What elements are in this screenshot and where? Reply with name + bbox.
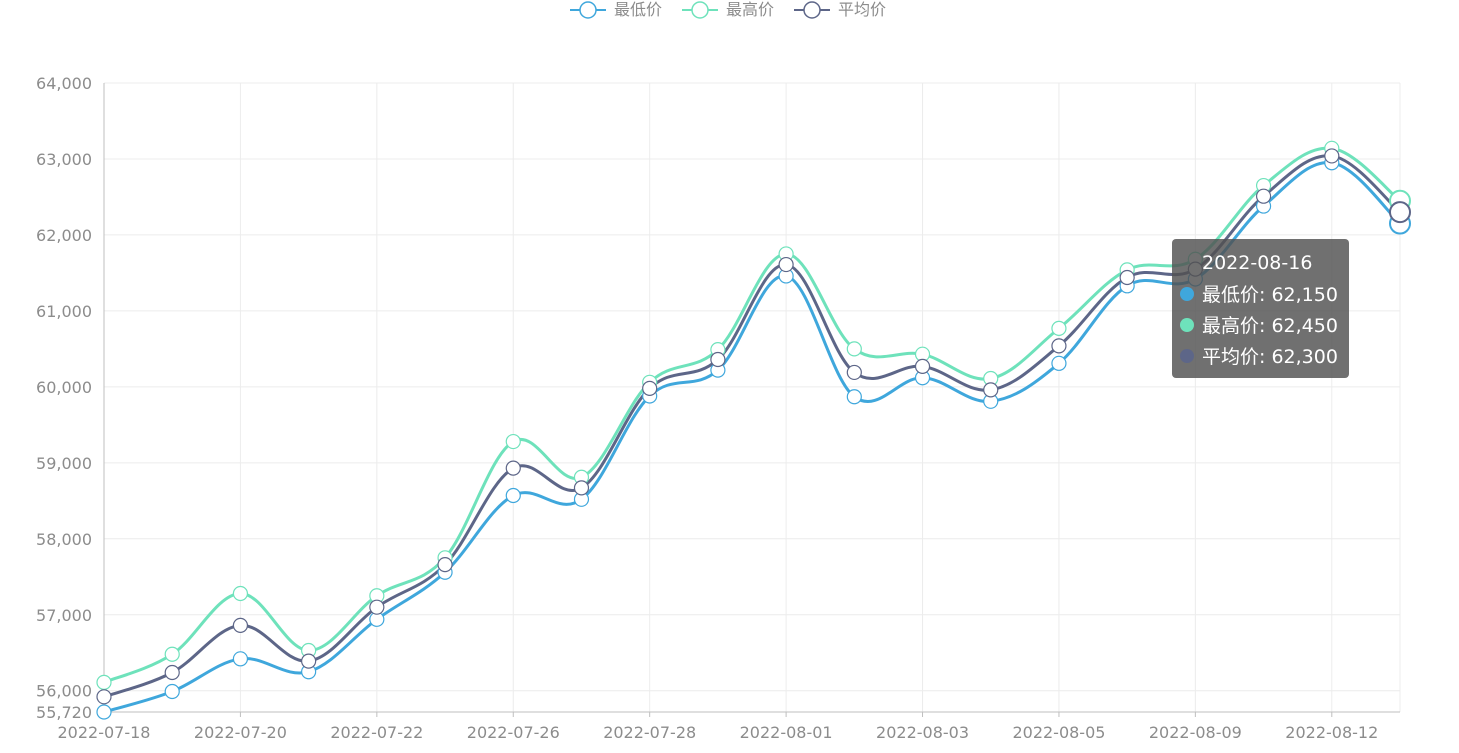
legend-item-1[interactable]: 最高价 (682, 0, 774, 19)
data-point[interactable] (369, 599, 385, 615)
y-tick-label: 60,000 (36, 378, 92, 397)
data-point[interactable] (710, 351, 726, 368)
data-point[interactable] (96, 704, 112, 720)
x-tick-label: 2022-07-20 (194, 723, 287, 742)
data-point[interactable] (232, 617, 249, 633)
tooltip-row: 平均价: 62,300 (1202, 346, 1338, 368)
data-point[interactable] (301, 653, 317, 669)
data-point[interactable] (1119, 269, 1135, 286)
data-point[interactable] (846, 364, 862, 381)
tooltip: 2022-08-16 最低价: 62,150 最高价: 62,450 平均价: 62,… (1172, 239, 1349, 378)
data-point[interactable] (164, 646, 180, 662)
data-point[interactable] (505, 460, 521, 476)
y-tick-label: 62,000 (36, 226, 92, 245)
y-tick-label: 59,000 (36, 454, 92, 473)
legend-label: 平均价 (838, 0, 886, 19)
legend-marker (579, 1, 597, 19)
x-tick-label: 2022-08-09 (1149, 723, 1242, 742)
x-tick-label: 2022-08-05 (1012, 723, 1105, 742)
data-point[interactable] (1051, 320, 1067, 336)
data-point[interactable] (96, 674, 112, 690)
x-tick-label: 2022-07-22 (330, 723, 423, 742)
data-point[interactable] (164, 664, 180, 681)
x-tick-label: 2022-07-28 (603, 723, 696, 742)
data-point[interactable] (778, 256, 794, 273)
axes: 56,000 57,000 58,000 59,000 60,000 61,000 62,0… (36, 74, 1400, 742)
data-point[interactable] (232, 585, 249, 602)
tooltip-marker (1180, 318, 1194, 332)
y-tick-label: 63,000 (36, 150, 92, 169)
series-line-1 (103, 146, 1401, 684)
data-point[interactable] (96, 689, 112, 705)
data-point[interactable] (1324, 148, 1340, 164)
data-point[interactable] (437, 557, 453, 573)
legend[interactable]: 最低价 最高价 平均价 (570, 0, 886, 19)
data-point[interactable] (505, 433, 521, 450)
legend-item-2[interactable]: 平均价 (794, 0, 886, 19)
data-point[interactable] (1255, 188, 1272, 204)
legend-item-0[interactable]: 最低价 (570, 0, 662, 19)
x-tick-label: 2022-08-01 (740, 723, 833, 742)
data-point[interactable] (846, 389, 862, 405)
series-lines (103, 146, 1402, 714)
data-point[interactable] (846, 341, 862, 357)
data-point[interactable] (642, 380, 658, 396)
y-tick-label: 61,000 (36, 302, 92, 321)
x-tick-label: 2022-07-18 (58, 723, 151, 742)
y-min-label: 55,720 (36, 703, 92, 722)
data-point[interactable] (573, 480, 590, 496)
legend-label: 最低价 (614, 0, 662, 19)
grid (103, 82, 1401, 712)
tooltip-marker (1180, 287, 1194, 301)
data-point[interactable] (1051, 355, 1067, 371)
tooltip-marker (1180, 349, 1194, 363)
data-point[interactable] (164, 683, 180, 700)
data-point[interactable] (1389, 201, 1411, 224)
y-tick-label: 56,000 (36, 682, 92, 701)
legend-marker (691, 1, 709, 19)
legend-marker (803, 1, 821, 19)
y-tick-label: 57,000 (36, 606, 92, 625)
data-point[interactable] (983, 382, 999, 398)
y-tick-label: 58,000 (36, 530, 92, 549)
series-line-2 (103, 154, 1401, 699)
y-tick-label: 64,000 (36, 74, 92, 93)
data-point[interactable] (914, 358, 931, 374)
data-points[interactable] (96, 140, 1411, 720)
data-point[interactable] (1051, 338, 1067, 354)
tooltip-box (1172, 239, 1349, 378)
x-tick-label: 2022-07-26 (467, 723, 560, 742)
legend-label: 最高价 (726, 0, 774, 19)
tooltip-title: 2022-08-16 (1202, 252, 1312, 274)
x-tick-label: 2022-08-12 (1285, 723, 1378, 742)
tooltip-row: 最低价: 62,150 (1202, 284, 1338, 306)
data-point[interactable] (505, 487, 521, 504)
tooltip-row: 最高价: 62,450 (1202, 315, 1338, 337)
x-tick-label: 2022-08-03 (876, 723, 969, 742)
data-point[interactable] (232, 651, 249, 667)
